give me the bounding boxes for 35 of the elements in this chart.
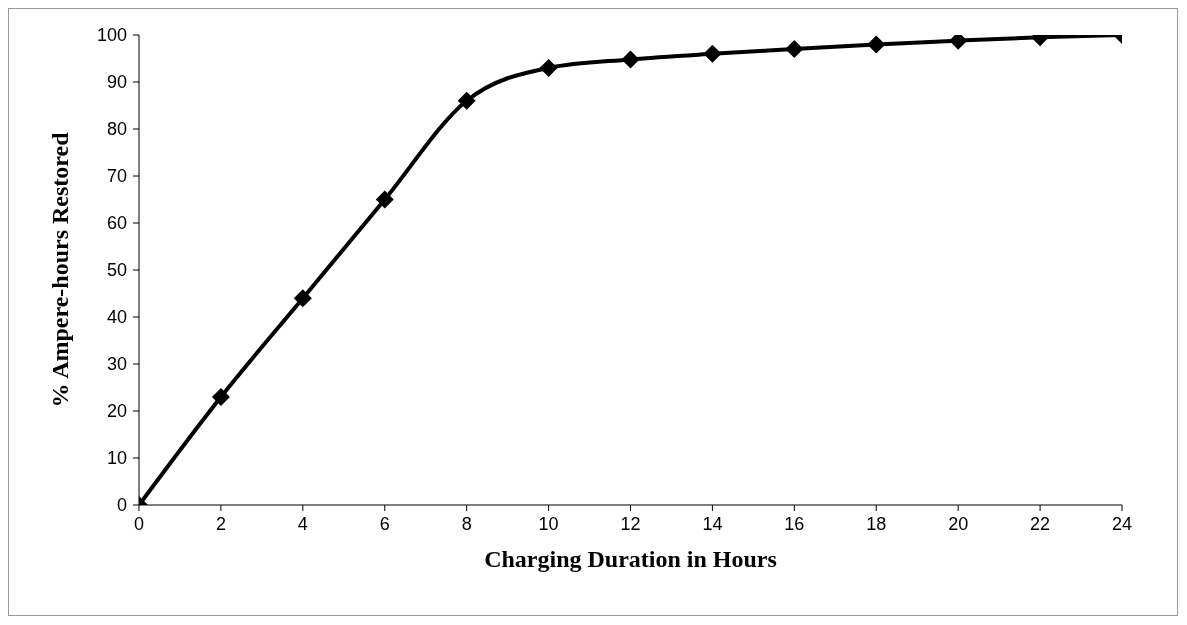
x-tick-label: 22: [1030, 513, 1051, 534]
y-tick-label: 100: [96, 25, 127, 46]
x-tick-label: 6: [379, 513, 390, 534]
y-tick-label: 10: [106, 448, 127, 469]
point: [539, 58, 558, 77]
x-tick-label: 20: [948, 513, 969, 534]
x-tick-label: 8: [461, 513, 472, 534]
point: [867, 35, 886, 54]
y-tick-label: 70: [106, 166, 127, 187]
x-tick-label: 0: [133, 513, 145, 534]
y-tick-label: 40: [106, 307, 127, 328]
x-tick-label: 12: [620, 513, 641, 534]
point: [621, 50, 640, 69]
x-tick-label: 14: [702, 513, 723, 534]
point: [457, 91, 476, 110]
y-tick-label: 20: [106, 401, 127, 422]
x-axis-title: Charging Duration in Hours: [484, 546, 777, 572]
x-tick-label: 18: [866, 513, 887, 534]
y-tick-label: 80: [106, 119, 127, 140]
y-tick-label: 90: [106, 72, 127, 93]
y-tick-label: 50: [106, 260, 127, 281]
point: [375, 190, 394, 209]
y-tick-label: 30: [106, 354, 127, 375]
point: [293, 289, 312, 308]
point: [703, 44, 722, 63]
x-tick-label: 10: [538, 513, 559, 534]
point: [785, 40, 804, 59]
x-tick-label: 16: [784, 513, 805, 534]
x-tick-label: 24: [1111, 513, 1133, 534]
y-tick-label: 60: [106, 213, 127, 234]
x-tick-label: 4: [297, 513, 308, 534]
x-tick-label: 2: [215, 513, 226, 534]
y-tick-label: 0: [116, 495, 127, 516]
y-axis-title: % Ampere-hours Restored: [46, 131, 73, 408]
point: [211, 387, 230, 406]
